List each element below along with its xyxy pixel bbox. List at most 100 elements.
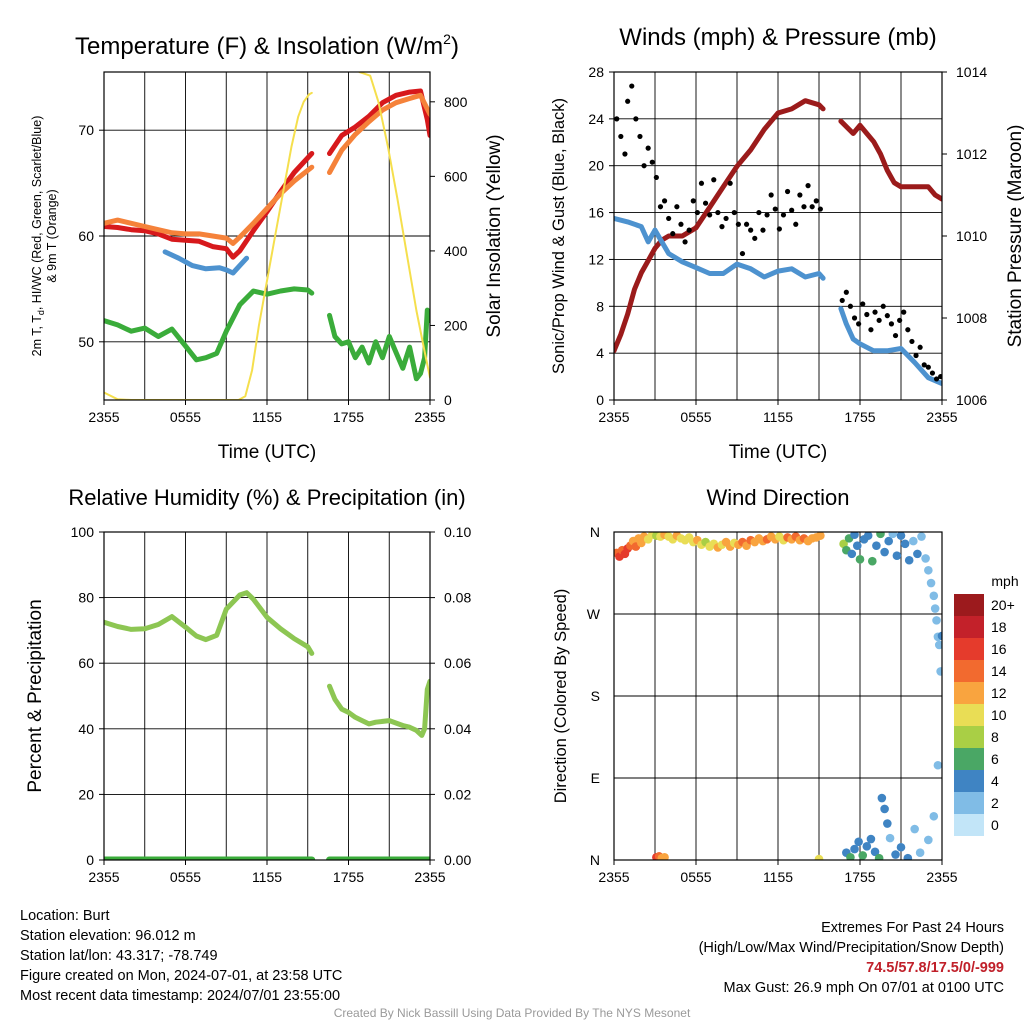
temperature-right-axis-label: Solar Insolation (Yellow) (484, 134, 505, 337)
gust-point (860, 301, 866, 307)
y-tick-label: 20 (588, 158, 604, 174)
wind-direction-point (876, 532, 885, 539)
extremes-subtitle: (High/Low/Max Wind/Precipitation/Snow De… (698, 940, 1004, 956)
gust-point (686, 227, 692, 233)
wind-direction-point (885, 833, 895, 843)
wind-direction-point (846, 852, 855, 860)
y-tick-label: 60 (78, 655, 94, 671)
wind-direction-point (924, 835, 933, 845)
wind-direction-point (854, 837, 863, 847)
wind-direction-point (913, 549, 922, 559)
wind-direction-point (910, 824, 919, 834)
temperature-y-axis-label: 2m T, Td, HI/WC (Red, Green, Scarlet/Blu… (30, 116, 59, 357)
humidity-ticks: 2355 0555 1155 1755 23550204060801000.000.02… (71, 524, 472, 885)
gust-point (743, 221, 750, 227)
gust-point (641, 163, 647, 169)
gust-point (748, 227, 754, 233)
gust-point (690, 198, 696, 204)
winds-panel-title: Winds (mph) & Pressure (mb) (619, 24, 936, 51)
wind-direction-point (880, 804, 889, 814)
y2-tick-label: 1012 (956, 146, 987, 162)
temperature-panel: Temperature (F) & Insolation (W/m2) 2355… (30, 31, 505, 463)
wind-direction-point (816, 532, 825, 540)
gust-point (917, 344, 923, 350)
y-tick-label: S (591, 688, 600, 704)
x-tick-label: 2355 (598, 409, 629, 425)
wind-direction-point (884, 536, 893, 546)
recent-data-timestamp: Most recent data timestamp: 2024/07/01 2… (20, 988, 341, 1004)
station-pressure-line (614, 98, 826, 354)
9m-temperature-line (327, 92, 430, 175)
colorbar-label: 12 (991, 685, 1007, 701)
gust-point (776, 226, 782, 232)
gust-point (817, 206, 823, 212)
x-tick-label: 2355 (88, 409, 119, 425)
gust-point (649, 159, 655, 165)
x-tick-label: 2355 (414, 869, 445, 885)
colorbar-label: 0 (991, 817, 999, 833)
y-tick-label: 40 (78, 721, 94, 737)
gust-point (739, 250, 746, 257)
colorbar-swatch (954, 770, 984, 792)
wind-direction-point (937, 631, 942, 641)
x-tick-label: 1155 (252, 409, 282, 425)
gust-point (670, 231, 676, 237)
humidity-y-axis-label: Percent & Precipitation (25, 599, 46, 792)
wind-direction-point (883, 819, 892, 828)
relative-humidity-line (327, 678, 430, 738)
wind-direction-point (929, 591, 939, 601)
gust-point (760, 227, 766, 233)
wind-direction-point (872, 541, 881, 550)
gust-point (921, 362, 927, 368)
gust-point (719, 224, 725, 230)
y-tick-label: 28 (588, 64, 604, 80)
gust-point (768, 192, 774, 198)
colorbar-label: 20+ (991, 597, 1015, 613)
gust-point (666, 215, 672, 222)
9m-temperature-line (104, 164, 315, 246)
heat-index-wind-chill-line (162, 249, 250, 276)
y2-tick-label: 0.10 (444, 524, 471, 540)
colorbar-swatch (954, 792, 984, 814)
gust-point (707, 212, 713, 218)
gust-point (925, 364, 931, 370)
wind-direction-point (921, 554, 930, 563)
y-tick-label: 50 (78, 334, 94, 350)
gust-point (694, 209, 700, 216)
y-tick-label: N (590, 852, 600, 868)
gust-point (797, 192, 803, 198)
colorbar-swatch (954, 616, 984, 638)
x-tick-label: 1155 (763, 869, 793, 885)
wind-direction-grid (614, 532, 942, 860)
station-elevation: Station elevation: 96.012 m (20, 928, 196, 944)
credit-line: Created By Nick Bassill Using Data Provi… (333, 1006, 691, 1020)
gust-point (622, 151, 628, 157)
gust-point (661, 198, 668, 204)
temperature-series (104, 72, 430, 400)
wind-direction-point (924, 565, 933, 575)
x-tick-label: 2355 (414, 409, 445, 425)
wind-direction-point (858, 851, 868, 860)
winds-pressure-panel: Winds (mph) & Pressure (mb) 2355 0555 1155… (550, 24, 1024, 463)
solar-insolation-line (104, 91, 313, 400)
gust-point (637, 133, 643, 140)
humidity-panel: Relative Humidity (%) & Precipitation (i… (25, 485, 471, 885)
y2-tick-label: 0.02 (444, 786, 471, 802)
y2-tick-label: 800 (444, 94, 468, 110)
station-info: Location: Burt Station elevation: 96.012… (20, 906, 342, 1006)
gust-point (784, 188, 791, 195)
wind-direction-point (874, 853, 884, 860)
dew-point-line (104, 286, 315, 363)
wind-direction-point (863, 532, 873, 540)
y-tick-label: N (590, 524, 600, 540)
y2-tick-label: 0 (444, 392, 452, 408)
gust-point (909, 338, 915, 345)
y-tick-label: W (587, 606, 601, 622)
wind-direction-point (903, 853, 913, 860)
gust-point (633, 116, 639, 122)
colorbar-label: 4 (991, 773, 999, 789)
temperature-x-axis-label: Time (UTC) (218, 442, 317, 463)
x-tick-label: 1755 (844, 409, 875, 425)
